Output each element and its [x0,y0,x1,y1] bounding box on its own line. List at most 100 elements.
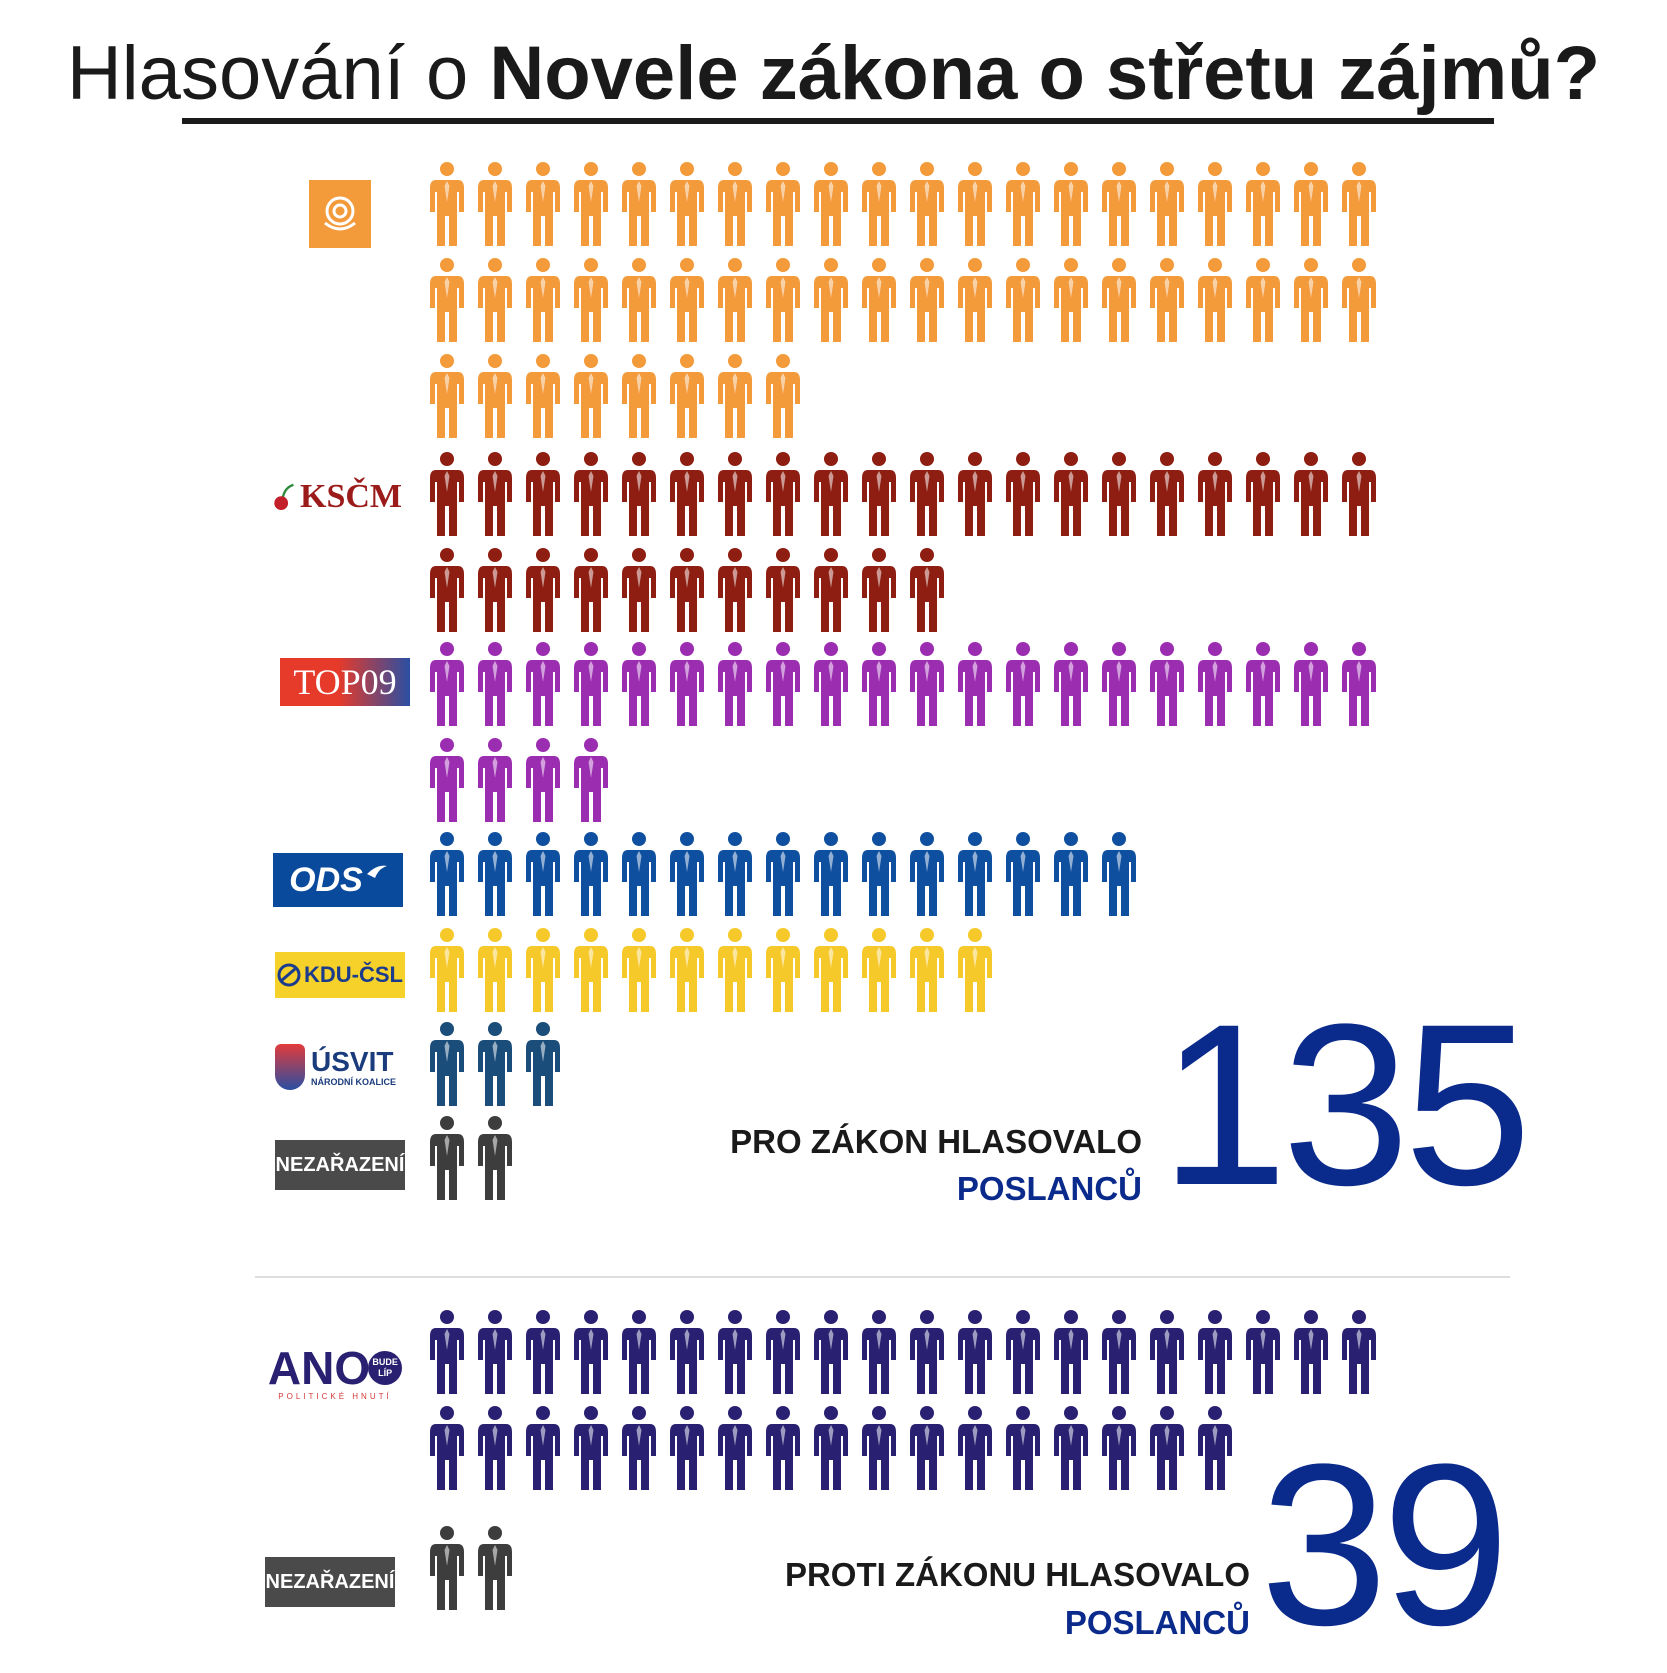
mp-figure-ods [430,832,464,916]
mp-figure-cssd [1150,258,1184,342]
mp-figure-top-09 [574,642,608,726]
mp-figure-kdu-csl [622,928,656,1012]
mp-figure-kscm [1246,452,1280,536]
mp-figure-kscm [718,452,752,536]
mp-figure-top-09 [430,642,464,726]
mp-figure-top-09 [1294,642,1328,726]
mp-figure-top-09 [526,738,560,822]
mp-figure-top-09 [670,642,704,726]
mp-figure-kscm [1054,452,1088,536]
mp-figure-ano [670,1406,704,1490]
ods-text: ODS [289,860,363,899]
nezarazeni-text: NEZAŘAZENÍ [275,1153,405,1176]
mp-figure-nezarazeni [430,1116,464,1200]
mp-figure-ano [526,1310,560,1394]
mp-figure-cssd [766,162,800,246]
mp-figure-ano [910,1406,944,1490]
mp-figure-cssd [1246,162,1280,246]
title-prefix: Hlasování o [66,31,490,116]
party-logo-ano: ANO BUDE LÍP POLITICKÉ HNUTÍ [268,1340,403,1404]
party-logo-cssd [309,180,371,248]
mp-figure-cssd [910,162,944,246]
mp-figure-cssd [622,354,656,438]
mp-figure-kscm [430,548,464,632]
mp-figure-ano [574,1406,608,1490]
mp-figure-kscm [574,548,608,632]
mp-figure-cssd [1294,162,1328,246]
mp-figure-cssd [1198,258,1232,342]
ano-badge-line1: BUDE [372,1356,398,1367]
mp-figure-ano [766,1406,800,1490]
mp-figure-cssd [574,354,608,438]
mp-figure-ano [1342,1310,1376,1394]
mp-figure-cssd [1150,162,1184,246]
cherry-icon [274,483,294,510]
mp-figure-ods [574,832,608,916]
mp-figure-top-09 [1006,642,1040,726]
mp-figure-ano [862,1406,896,1490]
mp-figure-ano [1150,1310,1184,1394]
mp-figure-cssd [622,258,656,342]
mp-figure-top-09 [478,642,512,726]
mp-figure-ano [766,1310,800,1394]
mp-figure-top-09 [478,738,512,822]
mp-figure-ano [478,1406,512,1490]
mp-figure-ods [1054,832,1088,916]
mp-figure-kscm [1150,452,1184,536]
mp-figure-cssd [622,162,656,246]
ano-subtext: POLITICKÉ HNUTÍ [278,1391,392,1401]
mp-figure-kscm [1102,452,1136,536]
kscm-text: KSČM [300,478,402,515]
mp-figure-cssd [862,162,896,246]
mp-figure-ano [862,1310,896,1394]
mp-figure-kscm [910,452,944,536]
mp-figure-kscm [478,548,512,632]
mp-figure-kscm [718,548,752,632]
mp-figure-top-09 [526,642,560,726]
mp-figure-kscm [430,452,464,536]
mp-figure-cssd [478,258,512,342]
mp-figure-ods [910,832,944,916]
against-label-unit: POSLANCŮ [1064,1604,1250,1641]
mp-figure-cssd [526,354,560,438]
mp-figure-ano [958,1406,992,1490]
mp-figure-kdu-csl [670,928,704,1012]
mp-figure-cssd [1198,162,1232,246]
mp-figure-ano [1150,1406,1184,1490]
mp-figure-ano [910,1310,944,1394]
usvit-subtext: NÁRODNÍ KOALICE [311,1077,396,1087]
mp-figure-ano [1102,1406,1136,1490]
mp-figure-kscm [526,452,560,536]
mp-figure-cssd [1342,162,1376,246]
mp-figure-ano [526,1406,560,1490]
mp-figure-top-09 [1150,642,1184,726]
mp-figure-ano [1198,1406,1232,1490]
mp-figure-kscm [910,548,944,632]
for-label: PRO ZÁKON HLASOVALO [730,1123,1142,1160]
mp-figure-cssd [766,258,800,342]
mp-figure-kdu-csl [910,928,944,1012]
mp-figure-cssd [1102,258,1136,342]
mp-figure-kscm [526,548,560,632]
mp-figure-kdu-csl [718,928,752,1012]
mp-figure-cssd [574,258,608,342]
mp-figure-kdu-csl [574,928,608,1012]
mp-figure-cssd [1054,258,1088,342]
mp-figure-cssd [670,258,704,342]
mp-figure-cssd [718,354,752,438]
usvit-text: ÚSVIT [311,1046,394,1077]
mp-figure-cssd [958,258,992,342]
mp-figure-kscm [1006,452,1040,536]
mp-figure-ano [1006,1310,1040,1394]
mp-figure-kdu-csl [430,928,464,1012]
mp-figure-ano [1246,1310,1280,1394]
party-logo-usvit: ÚSVIT NÁRODNÍ KOALICE [275,1040,405,1094]
mp-figure-cssd [478,162,512,246]
mp-figure-cssd [718,258,752,342]
mp-figure-top-09 [1342,642,1376,726]
mp-figure-ods [526,832,560,916]
mp-figure-kscm [670,548,704,632]
mp-figure-cssd [1006,258,1040,342]
mp-figure-top-09 [718,642,752,726]
mp-figure-cssd [670,354,704,438]
